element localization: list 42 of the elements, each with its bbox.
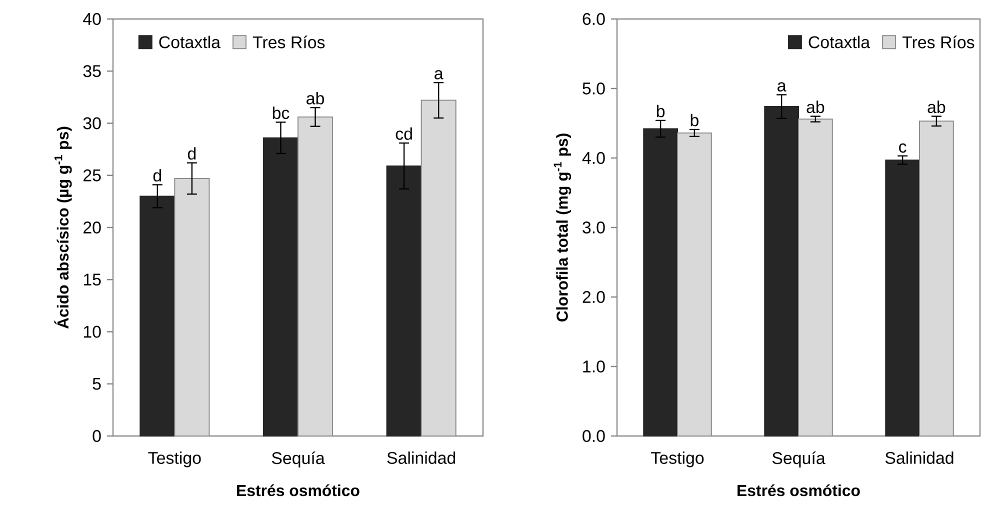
annotation: cd: [396, 127, 412, 140]
x-axis-title: Estrés osmótico: [237, 484, 360, 496]
y-axis-title: Clorofila total (mg g$^{-1}$ ps): [554, 134, 572, 322]
annotation: a: [778, 82, 786, 92]
y-tick-label: 30: [83, 117, 101, 130]
annotation: d: [188, 147, 196, 160]
annotation: a: [434, 70, 444, 80]
y-tick-label: 25: [84, 169, 101, 182]
x-tick-label: Testigo: [148, 452, 201, 468]
x-axis-title: Estrés osmótico: [738, 484, 860, 496]
x-tick-label: Sequía: [772, 452, 826, 468]
x-tick-label: Sequía: [272, 452, 325, 468]
legend-label: Cotaxtla: [808, 36, 870, 48]
annotation: c: [899, 143, 906, 153]
y-tick-label: 35: [83, 65, 101, 78]
annotation: ab: [806, 100, 824, 114]
y-tick-label: 1.0: [583, 360, 605, 372]
annotation: ab: [928, 100, 946, 114]
x-tick-label: Testigo: [651, 452, 704, 468]
y-tick-label: 40: [83, 12, 101, 25]
y-tick-label: 20: [84, 221, 101, 234]
annotation: d: [153, 169, 162, 182]
x-tick-label: Salinidad: [387, 452, 456, 464]
y-axis-title: Ácido abscísico (µg g$^{-1}$ ps): [54, 126, 72, 329]
y-tick-label: 2.0: [582, 290, 605, 303]
y-tick-label: 0.0: [582, 430, 605, 442]
y-tick-label: 4.0: [582, 152, 605, 164]
y-tick-label: 5: [92, 378, 101, 390]
legend-label: Tres Ríos: [902, 36, 974, 48]
legend-label: Cotaxtla: [159, 36, 221, 48]
y-tick-label: 3.0: [582, 221, 605, 234]
annotation: b: [690, 114, 698, 126]
y-tick-label: 10: [84, 326, 101, 338]
y-tick-label: 0: [92, 430, 101, 442]
x-tick-label: Salinidad: [885, 452, 954, 464]
legend-label: Tres Ríos: [252, 36, 325, 48]
annotation: bc: [272, 106, 290, 119]
y-tick-label: 15: [84, 274, 101, 286]
y-tick-label: 6.0: [582, 12, 605, 25]
annotation: b: [656, 104, 665, 118]
y-tick-label: 5.0: [582, 82, 605, 94]
annotation: ab: [306, 92, 324, 104]
